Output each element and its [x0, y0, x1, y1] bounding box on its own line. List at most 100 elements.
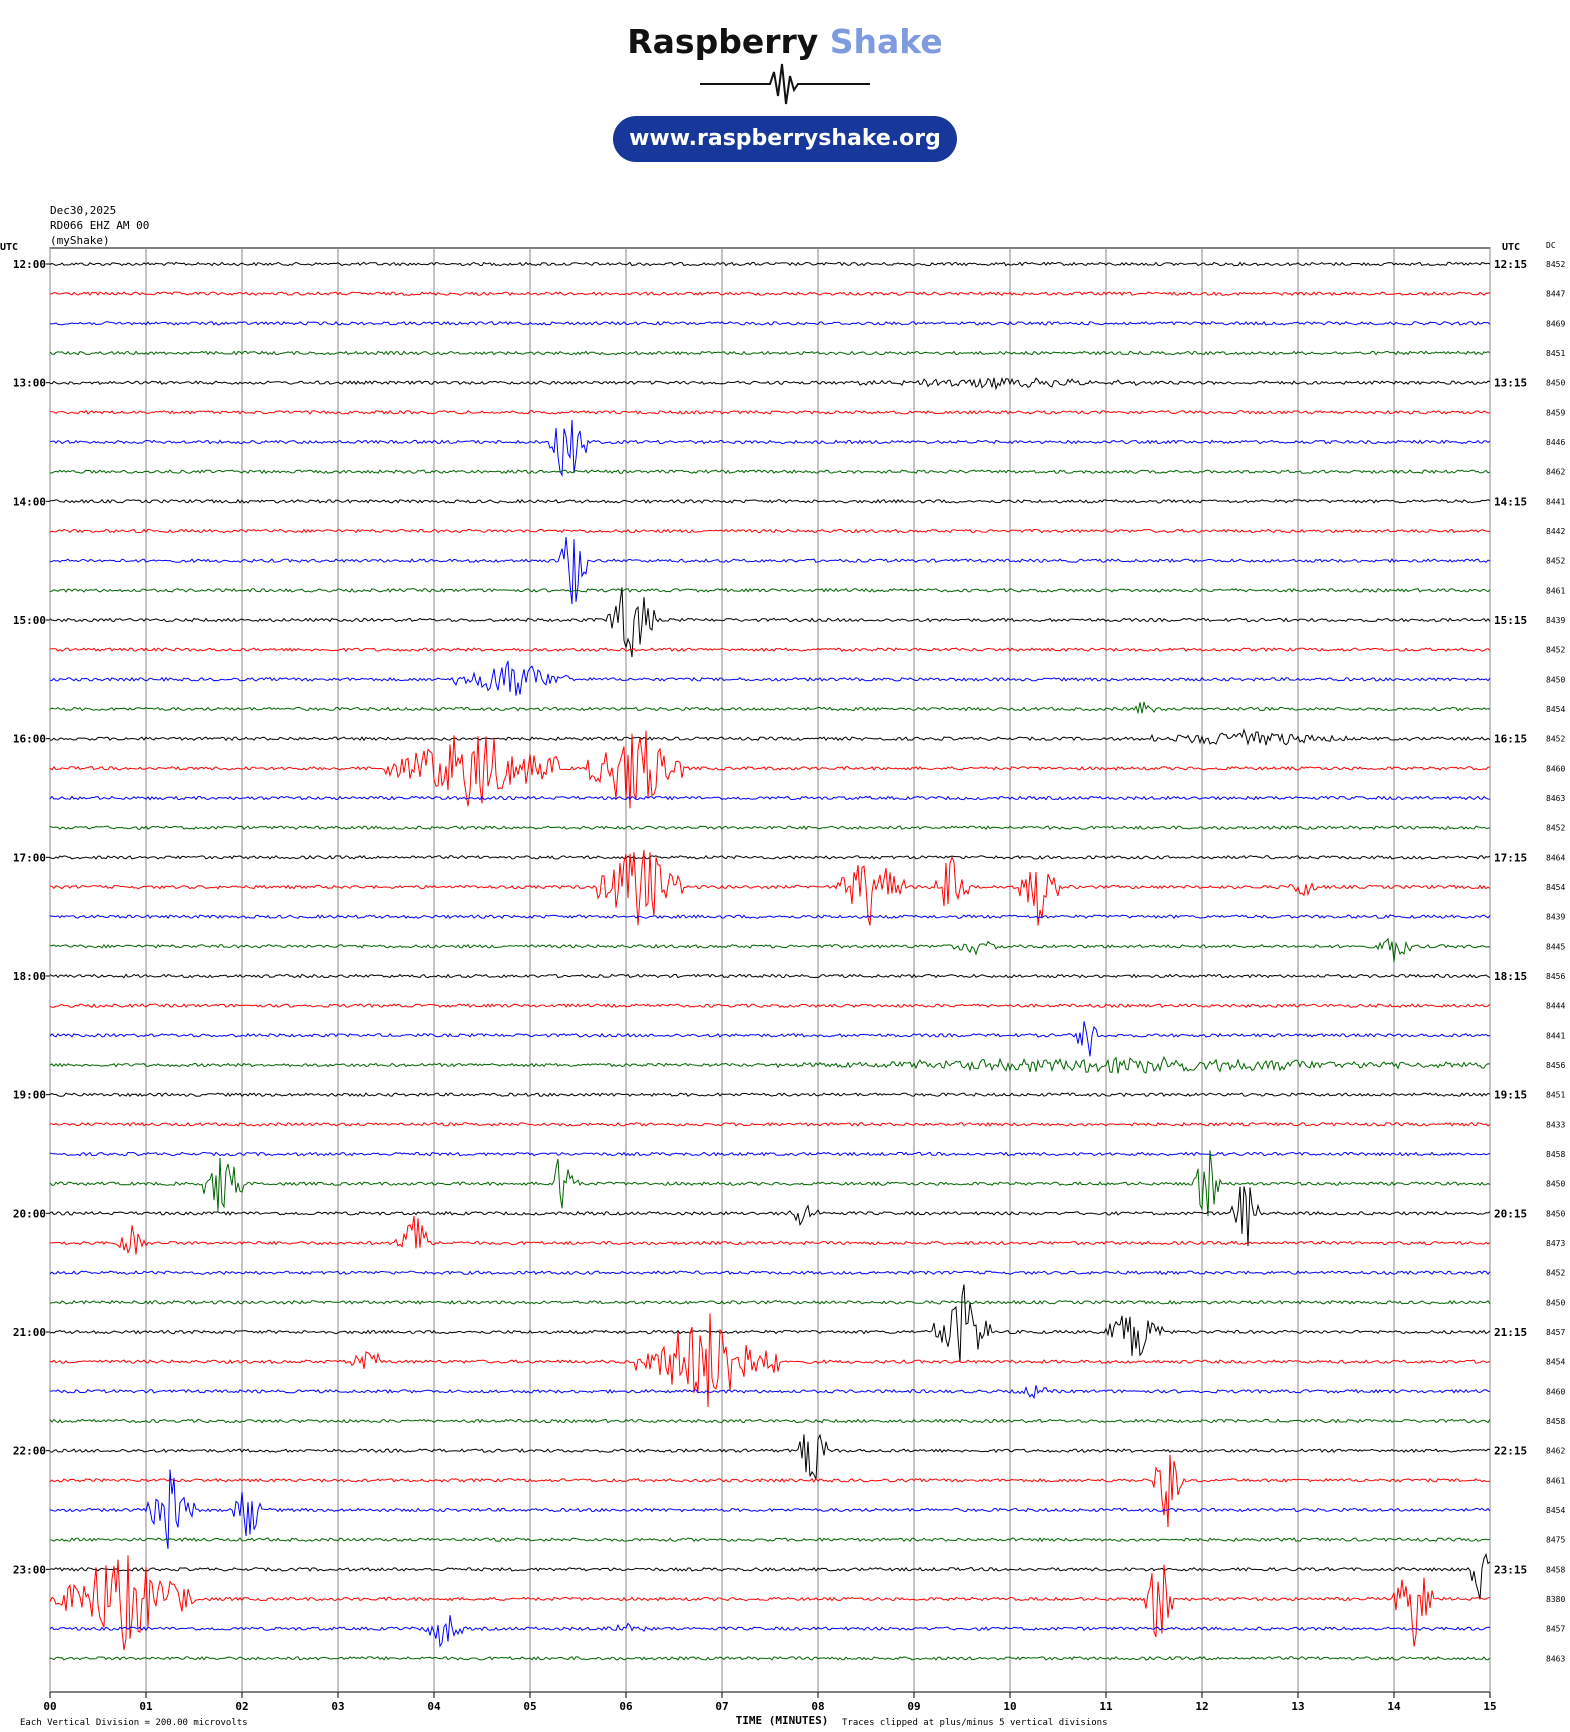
- trace-line: [49, 350, 1491, 356]
- x-tick-label: 02: [235, 1700, 248, 1713]
- left-hour-label: 12:00: [13, 258, 46, 271]
- trace-line: [49, 855, 1491, 860]
- trace-line: [49, 587, 1491, 593]
- dc-offset-label: 8461: [1546, 586, 1565, 595]
- right-hour-label: 17:15: [1494, 851, 1527, 864]
- dc-offset-label: 8452: [1546, 824, 1565, 833]
- x-tick-label: 07: [715, 1700, 728, 1713]
- dc-offset-label: 8439: [1546, 913, 1565, 922]
- dc-offset-label: 8452: [1546, 260, 1565, 269]
- dc-offset-label: 8454: [1546, 1506, 1565, 1515]
- x-tick-label: 09: [907, 1700, 920, 1713]
- trace-line: [49, 1615, 1491, 1648]
- dc-offset-label: 8451: [1546, 349, 1565, 358]
- trace-line: [49, 1313, 1491, 1408]
- trace-line: [49, 1469, 1491, 1549]
- seismic-wave-icon: [700, 63, 870, 105]
- trace-line: [49, 528, 1491, 534]
- trace-line: [49, 1092, 1491, 1098]
- helicorder-plot: 00 01 02 03 04 05 06 07 08 09 10 11 12 13 14 15 UTC UTC DC…: [0, 241, 1565, 1728]
- left-axis-label: UTC: [0, 242, 18, 253]
- dc-offset-label: 8475: [1546, 1536, 1565, 1545]
- dc-offset-label: 8464: [1546, 853, 1565, 862]
- left-hour-label: 21:00: [13, 1326, 46, 1339]
- left-hour-label: 19:00: [13, 1089, 46, 1102]
- trace-line: [49, 728, 1491, 746]
- x-axis-title: TIME (MINUTES): [736, 1714, 829, 1727]
- dc-offset-label: 8451: [1546, 1091, 1565, 1100]
- trace-line: [49, 1215, 1491, 1255]
- left-hour-label: 18:00: [13, 970, 46, 983]
- trace-line: [49, 1186, 1491, 1247]
- dc-offset-label: 8463: [1546, 1654, 1565, 1663]
- dc-offset-label: 8457: [1546, 1328, 1565, 1337]
- station-id: RD066 EHZ AM 00: [50, 219, 150, 232]
- right-hour-label: 21:15: [1494, 1326, 1527, 1339]
- x-tick-label: 03: [331, 1700, 344, 1713]
- right-hour-label: 20:15: [1494, 1207, 1527, 1220]
- left-hour-label: 23:00: [13, 1563, 46, 1576]
- dc-offset-label: 8469: [1546, 319, 1565, 328]
- clip-note: Traces clipped at plus/minus 5 vertical …: [842, 1718, 1108, 1728]
- right-hour-label: 12:15: [1494, 258, 1527, 271]
- dc-offset-label: 8473: [1546, 1239, 1565, 1248]
- left-hour-label: 22:00: [13, 1445, 46, 1458]
- dc-offset-label: 8452: [1546, 557, 1565, 566]
- trace-line: [49, 1655, 1491, 1661]
- dc-offset-label: 8452: [1546, 735, 1565, 744]
- trace-line: [50, 498, 1491, 504]
- dc-offset-label: 8447: [1546, 290, 1565, 299]
- trace-line: [50, 660, 1491, 696]
- trace-line: [49, 409, 1491, 415]
- trace-line: [49, 914, 1491, 920]
- x-tick-label: 13: [1291, 1700, 1304, 1713]
- x-tick-label: 00: [43, 1700, 56, 1713]
- trace-line: [49, 1121, 1491, 1127]
- dc-offset-label: 8458: [1546, 1417, 1565, 1426]
- dc-offset-label: 8454: [1546, 705, 1565, 714]
- dc-offset-label: 8441: [1546, 497, 1565, 506]
- dc-offset-label: 8446: [1546, 438, 1565, 447]
- dc-offset-label: 8462: [1546, 1447, 1565, 1456]
- trace-line: [49, 701, 1491, 715]
- trace-line: [49, 261, 1491, 267]
- dc-offset-label: 8456: [1546, 972, 1565, 981]
- brand-primary: Raspberry: [627, 22, 819, 61]
- trace-line: [50, 469, 1491, 475]
- plot-frame: [49, 247, 1491, 1693]
- x-tick-label: 14: [1387, 1700, 1401, 1713]
- dc-offset-label: 8450: [1546, 379, 1565, 388]
- x-tick-label: 06: [619, 1700, 633, 1713]
- x-tick-label: 10: [1003, 1700, 1016, 1713]
- x-tick-label: 12: [1195, 1700, 1208, 1713]
- right-hour-label: 18:15: [1494, 970, 1527, 983]
- dc-offset-label: 8458: [1546, 1150, 1565, 1159]
- trace-line: [49, 419, 1491, 478]
- x-tick-label: 08: [811, 1700, 824, 1713]
- trace-line: [49, 1552, 1491, 1600]
- dc-offset-label: 8459: [1546, 408, 1565, 417]
- trace-line: [49, 291, 1491, 297]
- record-date: Dec30,2025: [50, 204, 117, 217]
- right-hour-label: 14:15: [1494, 495, 1527, 508]
- left-hour-label: 17:00: [13, 851, 46, 864]
- trace-line: [49, 1454, 1491, 1528]
- network-label: (myShake): [50, 234, 110, 247]
- x-tick-label: 05: [523, 1700, 536, 1713]
- trace-line: [49, 849, 1491, 926]
- website-url[interactable]: www.raspberryshake.org: [613, 116, 957, 162]
- scale-note: Each Vertical Division = 200.00 microvol…: [20, 1718, 248, 1728]
- right-hour-label: 22:15: [1494, 1445, 1527, 1458]
- trace-line: [49, 1150, 1491, 1217]
- right-hour-label: 23:15: [1494, 1563, 1527, 1576]
- x-tick-label: 01: [139, 1700, 153, 1713]
- trace-line: [49, 937, 1491, 962]
- trace-line: [49, 973, 1491, 979]
- left-hour-label: 15:00: [13, 614, 46, 627]
- dc-offset-label: 8454: [1546, 883, 1565, 892]
- trace-line: [49, 1021, 1491, 1057]
- dc-offset-label: 8439: [1546, 616, 1565, 625]
- dc-column-label: DC: [1546, 241, 1556, 250]
- right-axis-label: UTC: [1502, 242, 1520, 253]
- dc-offset-label: 8461: [1546, 1476, 1565, 1485]
